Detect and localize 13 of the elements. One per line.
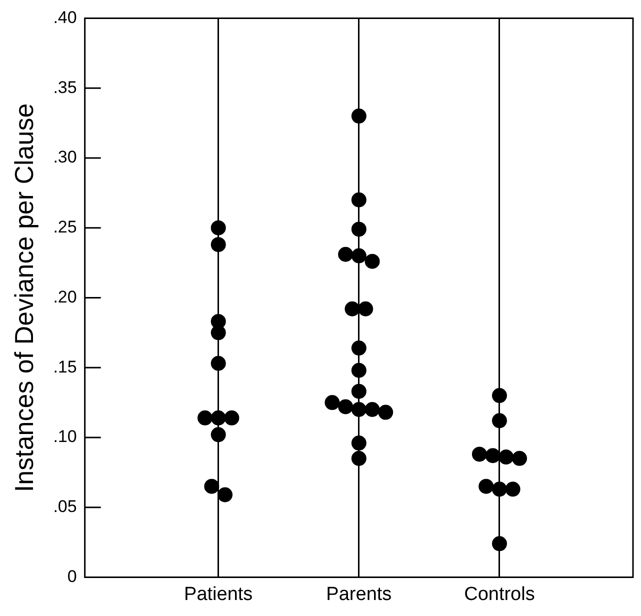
y-axis-title: Instances of Deviance per Clause (8, 103, 39, 492)
y-tick-label: .15 (53, 357, 77, 376)
y-tick-label: .05 (53, 497, 77, 516)
y-tick-label: .20 (53, 287, 77, 306)
y-tick-label: .40 (53, 8, 77, 27)
y-tick-label: .30 (53, 148, 77, 167)
x-tick-label: Controls (464, 584, 535, 605)
x-tick-label: Parents (326, 584, 392, 605)
y-tick-label: 0 (67, 566, 77, 586)
y-tick-label: .10 (53, 427, 77, 446)
y-tick-label: .25 (53, 218, 77, 237)
y-tick-label: .35 (53, 78, 77, 97)
x-tick-label: Patients (184, 584, 253, 605)
